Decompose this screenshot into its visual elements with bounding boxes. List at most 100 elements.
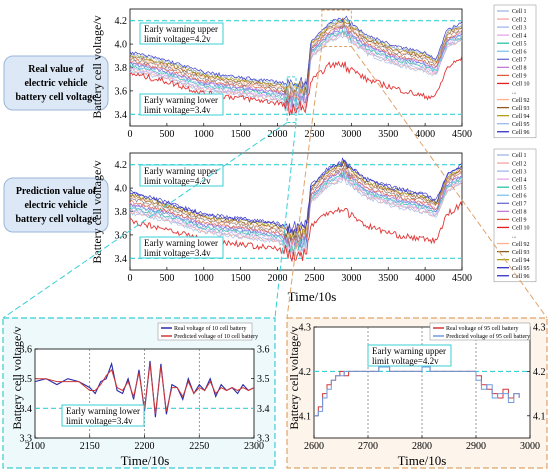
zr-xtick: 2900 (466, 441, 486, 452)
zl-ytick-right: 3.5 (257, 374, 270, 385)
real-xtick: 2000 (268, 129, 288, 140)
real-xtick: 2500 (304, 129, 324, 140)
zl-pred-line (35, 363, 255, 415)
zl-xtick: 2300 (244, 441, 264, 452)
pred-lower-note: Early warning lower limit voltage=3.4v (139, 236, 224, 259)
pred-legend-label: Cell 9 (512, 218, 527, 224)
zr-ytick: 4.2 (299, 367, 312, 378)
real-xtick: 4500 (452, 129, 472, 140)
real-series-line (129, 29, 463, 105)
real-ytick: 3.4 (115, 110, 128, 121)
real-legend-label: Cell 93 (512, 106, 530, 112)
zr-upper-note: Early warning upper limit voltage=4.2v (367, 344, 452, 367)
real-legend-label: Cell 7 (512, 58, 527, 64)
chart-zoom-cell10: Battery cell voltage/v 3.3 3.4 3.5 3.6 3… (2, 317, 276, 469)
real-legend-label: Cell 92 (512, 98, 530, 104)
zl-ytick: 3.5 (20, 374, 33, 385)
zr-legend-pred: Predicted voltage of 95 cell battery (446, 333, 530, 340)
real-ytick: 4.2 (115, 16, 128, 27)
zl-ytick: 3.4 (20, 404, 33, 415)
real-lower-note-line-1: Early warning lower (144, 95, 218, 105)
pred-lower-note-line-2: limit voltage=3.4v (144, 248, 211, 258)
real-ytick: 3.8 (115, 63, 128, 74)
real-legend-label: Cell 2 (512, 17, 527, 23)
zl-note-line-1: Early warning lower (66, 406, 140, 416)
pred-legend-label: Cell 96 (512, 274, 530, 280)
pred-series-line (129, 157, 463, 233)
pred-lower-note-line-1: Early warning lower (144, 238, 218, 248)
pred-xtick: 1500 (231, 273, 251, 284)
pred-legend-label: Cell 2 (512, 161, 527, 167)
zr-ytick: 4.1 (299, 411, 312, 422)
pred-series-line (130, 201, 463, 262)
pred-xtick: 3000 (341, 273, 361, 284)
pred-legend-label: Cell 8 (512, 210, 527, 216)
bubble-pred-line-2: electric vehicle (24, 200, 88, 211)
zr-legend-real: Real voltage of 95 cell battery (446, 325, 518, 332)
pred-xticks: 0 500 1000 1500 2000 2500 3000 3500 4000… (128, 273, 473, 284)
zr-ytick-right: 4.1 (533, 411, 546, 422)
real-legend-label: Cell 9 (512, 74, 527, 80)
real-xtick: 1000 (194, 129, 214, 140)
zr-xtick: 3000 (520, 441, 540, 452)
pred-xtick: 2000 (268, 273, 288, 284)
chart-real: Battery cell voltage/v 3.4 3.6 3.8 4.0 4… (90, 4, 537, 140)
pred-legend-label: Cell 4 (512, 177, 527, 183)
zr-xlabel: Time/10s (398, 453, 447, 468)
connector-right-b (350, 46, 548, 319)
zl-xtick: 2150 (80, 441, 100, 452)
zl-xlabel: Time/10s (121, 453, 170, 468)
real-upper-note: Early warning upper limit voltage=4.2v (139, 22, 224, 45)
pred-ytick: 4.0 (115, 184, 128, 195)
real-lower-note-line-2: limit voltage=3.4v (144, 105, 211, 115)
zl-ylabel: Battery cell voltage/v (10, 326, 24, 429)
pred-legend-label: Cell 1 (512, 153, 527, 159)
real-legend-label: Cell 6 (512, 49, 527, 55)
zr-ytick-right: 4.3 (533, 323, 546, 334)
bubble-real-line-2: electric vehicle (24, 78, 88, 89)
zl-ytick-right: 3.4 (257, 404, 270, 415)
chart-prediction: Battery cell voltage/v 3.4 3.6 3.8 4.0 4… (90, 148, 537, 304)
real-upper-note-line-2: limit voltage=4.2v (144, 34, 211, 44)
real-ytick: 4.0 (115, 40, 128, 51)
zl-ytick: 3.6 (20, 345, 33, 356)
zr-ytick-right: 4.2 (533, 367, 546, 378)
zr-xtick: 2700 (358, 441, 378, 452)
pred-legend-label: Cell 3 (512, 169, 527, 175)
real-xtick: 500 (159, 129, 174, 140)
pred-ytick: 3.4 (115, 254, 128, 265)
pred-yticks: 3.4 3.6 3.8 4.0 4.2 (115, 160, 128, 265)
real-legend-label: Cell 8 (512, 66, 527, 72)
bubble-pred-line-1: Prediction value of (16, 186, 97, 197)
pred-legend-label: Cell 10 (512, 226, 530, 232)
pred-xtick: 3500 (378, 273, 398, 284)
real-legend: Cell 1 Cell 2 Cell 3 Cell 4 Cell 5 Cell 6 Cell… (493, 4, 537, 139)
zr-yticks-right: 4.1 4.2 4.3 (533, 323, 546, 423)
pred-ytick: 3.8 (115, 207, 128, 218)
pred-legend-label: Cell 92 (512, 242, 530, 248)
real-xtick: 3000 (341, 129, 361, 140)
zr-pred-line (314, 366, 520, 417)
pred-xlabel: Time/10s (288, 289, 337, 304)
pred-legend-label: Cell 7 (512, 202, 527, 208)
real-xtick: 0 (128, 129, 133, 140)
pred-ytick: 3.6 (115, 230, 128, 241)
real-ylabel: Battery cell voltage/v (90, 15, 104, 118)
zl-xtick: 2100 (25, 441, 45, 452)
zoom-connectors (2, 46, 548, 319)
real-legend-label: Cell 96 (512, 130, 530, 136)
zr-note-line-1: Early warning upper (372, 346, 446, 356)
zl-lower-note: Early warning lower limit voltage=3.4v (61, 404, 145, 427)
real-legend-label: Cell 94 (512, 114, 530, 120)
real-legend-label: Cell 10 (512, 82, 530, 88)
bubble-real-line-3: battery cell voltage (15, 92, 97, 103)
real-upper-note-line-1: Early warning upper (144, 24, 218, 34)
zl-legend-pred: Predicted voltage of 10 cell battery (174, 333, 258, 340)
zl-note-line-2: limit voltage=3.4v (66, 416, 133, 426)
real-series-line (129, 17, 463, 93)
real-legend-label: Cell 1 (512, 9, 527, 15)
pred-legend: Cell 1 Cell 2 Cell 3 Cell 4 Cell 5 Cell 6 Cell… (493, 148, 537, 283)
zr-xtick: 2600 (304, 441, 324, 452)
pred-xtick: 500 (159, 273, 174, 284)
